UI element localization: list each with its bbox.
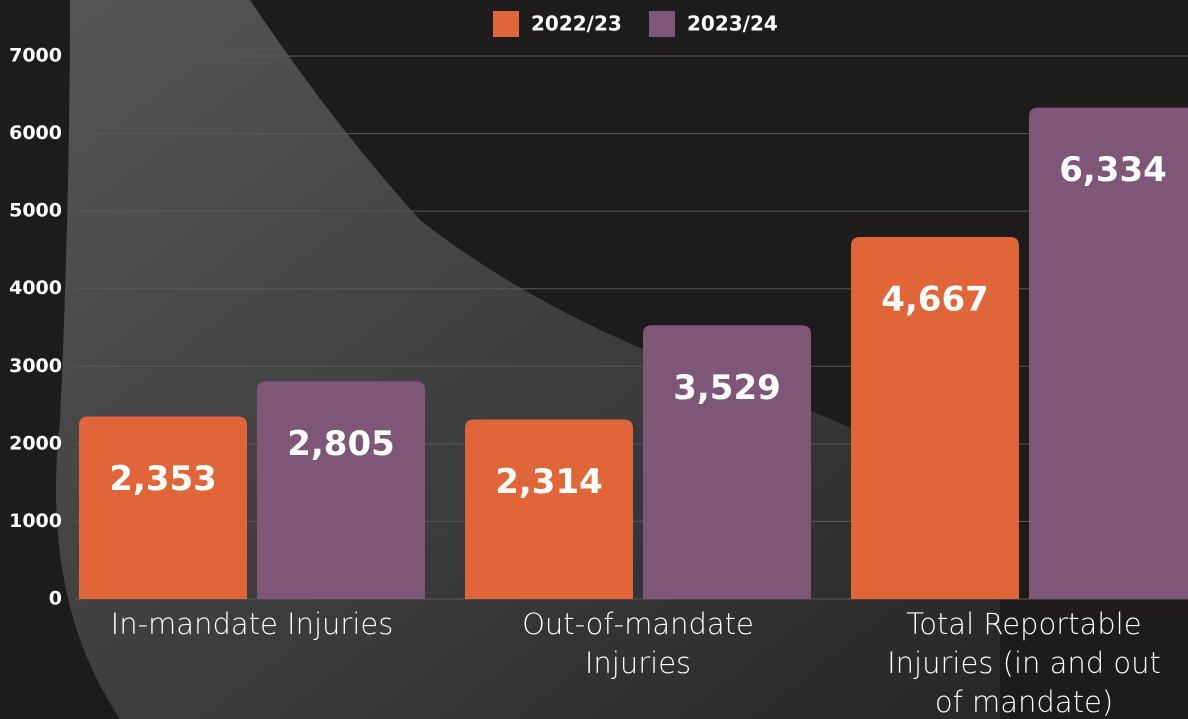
y-tick-label: 4000 (9, 277, 62, 299)
value-label: 2,353 (109, 459, 217, 499)
value-label: 2,805 (287, 424, 395, 464)
legend-swatch (649, 11, 675, 37)
legend-swatch (493, 11, 519, 37)
y-tick-label: 2000 (9, 432, 62, 454)
bar (851, 236, 1019, 600)
y-tick-label: 7000 (9, 45, 62, 67)
legend-label: 2023/24 (687, 12, 778, 36)
value-label: 4,667 (881, 279, 989, 319)
bar (257, 381, 425, 599)
y-tick-label: 5000 (9, 200, 62, 222)
value-label: 3,529 (673, 368, 781, 408)
value-label: 6,334 (1059, 150, 1167, 190)
bar (465, 419, 633, 599)
legend-label: 2022/23 (531, 12, 622, 36)
y-tick-label: 6000 (9, 122, 62, 144)
x-tick-label: Out-of-mandate Injuries (522, 607, 754, 680)
x-tick-label: In-mandate Injuries (110, 607, 394, 641)
bar (643, 325, 811, 599)
value-label: 2,314 (495, 462, 603, 502)
y-tick-label: 3000 (9, 355, 62, 377)
y-tick-label: 1000 (9, 510, 62, 532)
x-tick-label: Total Reportable Injuries (in and out of… (887, 607, 1161, 719)
y-tick-label: 0 (49, 588, 62, 610)
bar (1029, 107, 1188, 599)
bar (79, 416, 247, 599)
